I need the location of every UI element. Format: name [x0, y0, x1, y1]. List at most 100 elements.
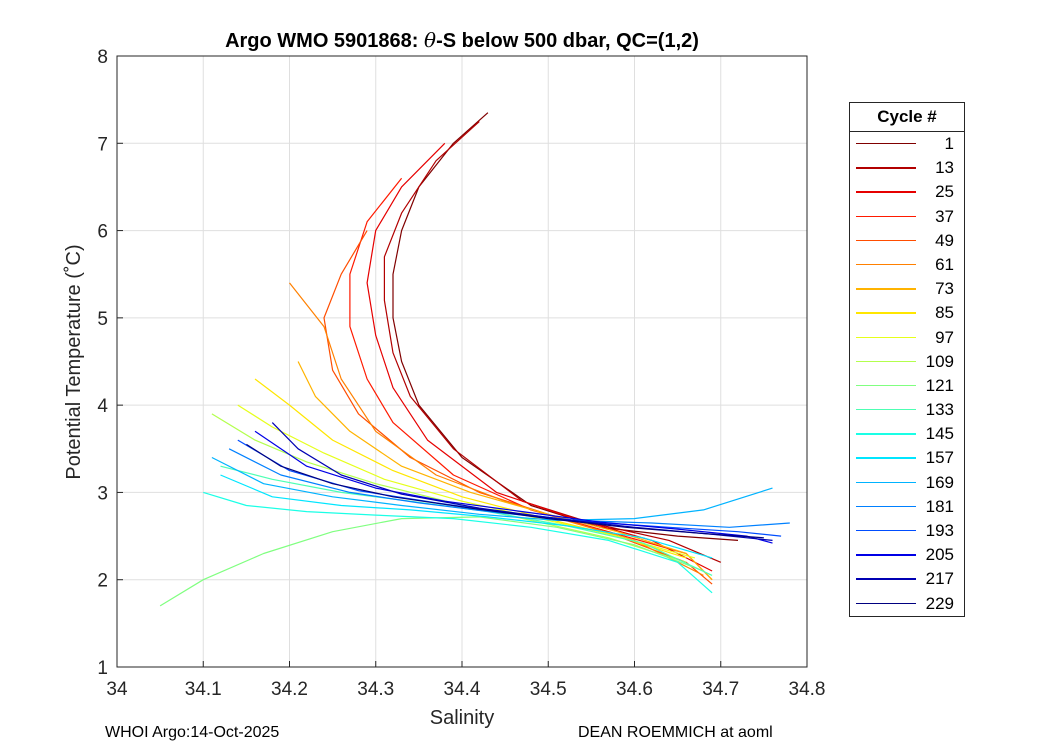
legend-label: 229 [925, 593, 954, 613]
legend-item: 145 [850, 422, 964, 446]
footer-credit-right: DEAN ROEMMICH at aoml [578, 724, 773, 741]
legend: Cycle # 1 13 25 37 49 61 73 85 97 109 121 133 145 157… [849, 102, 965, 617]
legend-item: 205 [850, 543, 964, 567]
legend-item: 193 [850, 519, 964, 543]
legend-label: 109 [925, 351, 954, 371]
x-tick-label: 34.2 [271, 679, 308, 700]
legend-label: 217 [925, 569, 954, 589]
legend-swatch [856, 530, 916, 532]
legend-label: 13 [935, 158, 954, 178]
legend-swatch [856, 505, 916, 508]
legend-item: 37 [850, 205, 964, 229]
series-line-cycle-73 [297, 361, 713, 581]
legend-title: Cycle # [850, 103, 964, 132]
legend-swatch [856, 384, 916, 387]
legend-label: 205 [925, 545, 954, 565]
legend-label: 193 [925, 521, 954, 540]
y-tick-label: 1 [97, 658, 108, 679]
legend-item: 133 [850, 398, 964, 422]
legend-item: 97 [850, 326, 964, 350]
legend-swatch [856, 143, 916, 145]
series-line-cycle-61 [289, 282, 704, 576]
legend-item: 73 [850, 277, 964, 301]
legend-label: 1 [944, 134, 954, 153]
legend-swatch [856, 336, 916, 338]
legend-label: 73 [935, 279, 954, 299]
legend-swatch [856, 263, 916, 266]
series-line-cycle-25 [366, 142, 713, 572]
series-line-cycle-133 [220, 465, 713, 576]
legend-item: 25 [850, 180, 964, 204]
legend-swatch [856, 433, 916, 435]
series-line-cycle-1 [392, 112, 739, 541]
legend-item: 157 [850, 446, 964, 470]
series-line-cycle-121 [159, 516, 704, 607]
y-tick-label: 2 [97, 571, 108, 592]
y-tick-label: 7 [97, 134, 108, 155]
series-line-cycle-181 [228, 448, 790, 528]
x-tick-label: 34.3 [357, 679, 394, 700]
series-line-cycle-49 [323, 230, 713, 585]
legend-item: 109 [850, 350, 964, 374]
y-ticks: 1 2 3 4 5 6 7 8 [97, 47, 123, 679]
series-line-cycle-229 [246, 443, 764, 539]
legend-item: 61 [850, 253, 964, 277]
x-tick-label: 34.5 [530, 679, 567, 700]
legend-label: 169 [925, 472, 954, 492]
legend-item: 181 [850, 495, 964, 519]
x-tick-label: 34.1 [185, 679, 222, 700]
legend-swatch [856, 215, 916, 217]
legend-swatch [856, 578, 916, 580]
legend-swatch [856, 481, 916, 484]
y-tick-label: 3 [97, 483, 108, 504]
x-axis-label: Salinity [430, 707, 494, 729]
legend-label: 121 [925, 375, 954, 395]
legend-label: 145 [925, 424, 954, 444]
legend-swatch [856, 554, 916, 556]
legend-swatch [856, 239, 916, 242]
legend-swatch [856, 602, 916, 604]
y-tick-label: 5 [97, 309, 108, 330]
legend-swatch [856, 457, 916, 459]
footer-credit-left: WHOI Argo:14-Oct-2025 [105, 724, 280, 741]
y-tick-label: 6 [97, 222, 108, 243]
legend-label: 157 [925, 448, 954, 468]
legend-swatch [856, 288, 916, 290]
x-ticks: 34 34.1 34.2 34.3 34.4 34.5 34.6 34.7 34.8 [106, 661, 825, 700]
series-line-cycle-169 [211, 456, 773, 522]
legend-swatch [856, 409, 916, 411]
legend-swatch [856, 360, 916, 363]
x-tick-label: 34 [106, 679, 128, 700]
y-axis-label: Potential Temperature (˚C) [63, 244, 85, 479]
series-line-cycle-85 [254, 378, 687, 559]
legend-swatch [856, 312, 916, 314]
legend-label: 181 [925, 496, 954, 516]
series-lines [159, 112, 790, 607]
series-line-cycle-13 [383, 121, 722, 563]
legend-item: 121 [850, 374, 964, 398]
legend-label: 37 [935, 206, 954, 226]
legend-item: 217 [850, 567, 964, 591]
legend-swatch [856, 191, 916, 193]
legend-item: 229 [850, 592, 964, 616]
legend-item: 1 [850, 132, 964, 156]
series-line-cycle-205 [254, 430, 773, 544]
legend-swatch [856, 167, 916, 169]
series-line-cycle-145 [203, 491, 713, 594]
series-line-cycle-157 [220, 474, 713, 559]
legend-item: 169 [850, 471, 964, 495]
x-tick-label: 34.8 [789, 679, 826, 700]
legend-label: 85 [935, 303, 954, 323]
x-tick-label: 34.6 [616, 679, 653, 700]
legend-label: 49 [935, 230, 954, 250]
legend-label: 97 [935, 327, 954, 347]
legend-label: 133 [925, 400, 954, 420]
x-tick-label: 34.4 [444, 679, 481, 700]
legend-entries: 1 13 25 37 49 61 73 85 97 109 121 133 145 157 169 181 19… [850, 132, 964, 616]
x-tick-label: 34.7 [702, 679, 739, 700]
legend-label: 61 [935, 254, 954, 274]
y-tick-label: 4 [97, 396, 108, 417]
chart-title: Argo WMO 5901868: θ-S below 500 dbar, QC… [225, 28, 699, 52]
series-line-cycle-37 [349, 177, 713, 581]
